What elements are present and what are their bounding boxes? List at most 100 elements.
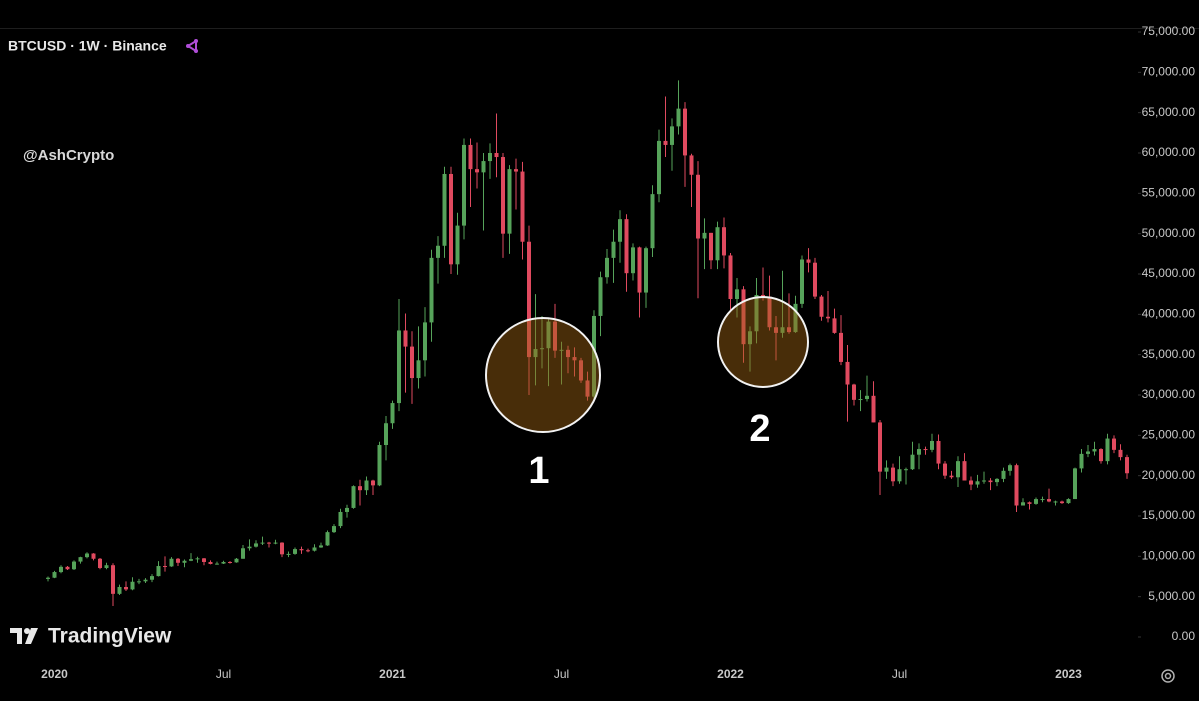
candle-body: [481, 161, 486, 173]
candle-body: [943, 463, 947, 476]
candle-body: [228, 561, 232, 563]
x-tick-label: 2021: [379, 667, 406, 681]
symbol-icon: [186, 39, 198, 53]
candle-body: [728, 255, 733, 300]
y-tick-label: 75,000.00: [1142, 24, 1196, 38]
candle-body: [956, 461, 960, 478]
candle-body: [891, 467, 895, 482]
candle-body: [176, 558, 180, 563]
candle-body: [280, 542, 284, 555]
candle-body: [325, 532, 330, 546]
candle-body: [208, 561, 213, 564]
candle-body: [741, 289, 746, 345]
watermark: @AshCrypto: [23, 147, 114, 164]
candle-body: [897, 469, 902, 482]
candle-body: [826, 316, 830, 319]
candle-body: [371, 480, 375, 486]
candle-body: [631, 247, 635, 274]
candle-body: [111, 565, 115, 594]
candle-body: [585, 380, 590, 397]
candle-body: [1105, 438, 1110, 462]
candle-body: [163, 566, 167, 568]
y-tick-label: 30,000.00: [1142, 387, 1196, 401]
candle-body: [241, 548, 245, 559]
candle-body: [592, 315, 596, 397]
candle-body: [579, 360, 583, 381]
candle-body: [507, 169, 512, 234]
candle-body: [1060, 501, 1064, 504]
candle-body: [910, 454, 915, 470]
candle-body: [767, 296, 772, 328]
candle-body: [429, 257, 434, 323]
candle-body: [949, 475, 954, 478]
candle-body: [351, 486, 356, 508]
settings-icon[interactable]: [1161, 669, 1175, 683]
y-tick-label: 35,000.00: [1142, 347, 1196, 361]
logo-mark: [24, 628, 30, 634]
candle-body: [780, 327, 785, 333]
candle-body: [813, 262, 817, 297]
x-tick-label: Jul: [216, 667, 231, 681]
candle-body: [566, 349, 570, 358]
candle-body: [85, 553, 89, 558]
candle-body: [683, 108, 687, 156]
candle-body: [962, 461, 967, 481]
candle-body: [91, 553, 96, 559]
candle-body: [1086, 451, 1090, 454]
candle-body: [189, 559, 193, 561]
logo-mark: [25, 628, 38, 644]
candle-body: [423, 322, 427, 361]
candle-body: [52, 572, 57, 578]
plot-area: 0.00 5,000.00 10,000.00 15,000.00 20,000.00 2…: [41, 24, 1195, 681]
annotation-label: 1: [528, 450, 549, 492]
candle-body: [787, 327, 791, 333]
candle-body: [46, 577, 50, 579]
candle-body: [72, 561, 76, 570]
x-tick-label: Jul: [554, 667, 569, 681]
candle-body: [137, 581, 141, 583]
candle-body: [312, 547, 317, 551]
logo-mark: [10, 628, 22, 644]
candle-body: [975, 481, 980, 485]
candle-body: [598, 277, 603, 316]
candle-body: [1092, 449, 1097, 452]
candle-body: [774, 327, 778, 333]
y-tick-label: 40,000.00: [1142, 307, 1196, 321]
candle-body: [475, 169, 479, 173]
gear[interactable]: [1161, 669, 1175, 683]
candle-body: [1008, 465, 1012, 471]
candle-body: [403, 330, 408, 347]
candle-body: [611, 241, 616, 258]
highlight-circle: [717, 296, 809, 388]
candle-body: [878, 422, 882, 472]
candle-body: [1125, 457, 1129, 474]
candle-body: [169, 558, 174, 567]
candle-body: [1079, 453, 1084, 469]
candle-body: [722, 227, 726, 256]
candle-body: [650, 194, 655, 249]
candle-body: [293, 549, 297, 554]
icon-dot: [194, 49, 198, 53]
candle-body: [195, 558, 200, 560]
candle-body: [202, 558, 206, 562]
candle-body: [982, 480, 986, 482]
candle-body: [969, 480, 973, 485]
candle-body: [260, 542, 265, 544]
gear-hub[interactable]: [1164, 672, 1172, 680]
candle-body: [390, 403, 395, 424]
candle-body: [806, 259, 811, 263]
y-tick-label: 55,000.00: [1142, 186, 1196, 200]
candle-body: [124, 586, 128, 590]
candle-body: [917, 449, 921, 455]
candle-body: [709, 232, 713, 261]
candle-body: [78, 557, 83, 562]
candle-body: [884, 467, 889, 472]
candle-body: [1112, 438, 1116, 450]
candle-body: [364, 480, 369, 491]
candle-body: [455, 225, 460, 265]
candle-body: [104, 565, 109, 569]
candle-body: [819, 296, 824, 317]
logo-text: TradingView: [48, 625, 172, 648]
candle-body: [1001, 470, 1006, 479]
